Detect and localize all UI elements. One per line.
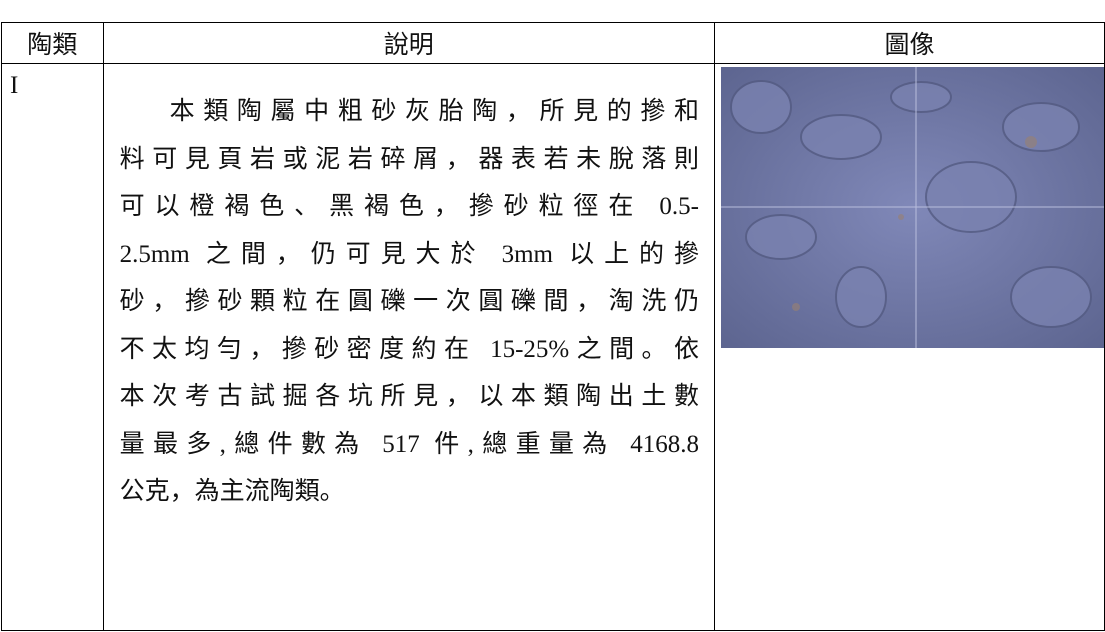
- description-line: 不太均勻，摻砂密度約在 15-25%之間。依: [119, 335, 699, 363]
- description-line: 本類陶屬中粗砂灰胎陶，所見的摻和: [169, 98, 699, 125]
- type-text: I: [10, 72, 19, 99]
- table: 陶類 說明 圖像 I 本類陶屬中粗砂灰胎陶，所見的摻和料可見頁岩或泥岩碎屑，器表…: [1, 22, 1105, 631]
- type-cell: I: [1, 63, 104, 631]
- header-row: 陶類 說明 圖像: [1, 22, 1105, 64]
- image-cell: [713, 63, 1105, 631]
- header-cell: 圖像: [713, 22, 1105, 64]
- description-line: 2.5mm 之間，仍可見大於 3mm 以上的摻: [119, 240, 699, 268]
- header-cell: 陶類: [1, 22, 104, 64]
- sherd-photo: [720, 67, 1104, 348]
- description-line: 量最多,總件數為 517 件,總重量為 4168.8: [119, 430, 699, 458]
- description-line: 本次考古試掘各坑所見，以本類陶出土數: [119, 383, 699, 410]
- description-line: 料可見頁岩或泥岩碎屑，器表若未脫落則: [119, 145, 699, 173]
- description-cell: 本類陶屬中粗砂灰胎陶，所見的摻和料可見頁岩或泥岩碎屑，器表若未脫落則 可以橙褐色、…: [102, 63, 715, 631]
- header-cell: 說明: [102, 22, 715, 64]
- description: 本類陶屬中粗砂灰胎陶，所見的摻和料可見頁岩或泥岩碎屑，器表若未脫落則 可以橙褐色、…: [104, 64, 714, 516]
- description-line: 公克，為主流陶類。: [119, 478, 345, 505]
- description-line: 砂，摻砂顆粒在圓礫一次圓礫間，淘洗仍: [119, 288, 699, 315]
- body-row: I 本類陶屬中粗砂灰胎陶，所見的摻和料可見頁岩或泥岩碎屑，器表若未脫落則 可以橙褐…: [1, 63, 1105, 631]
- description-line: 可以橙褐色、黑褐色，摻砂粒徑在 0.5-: [119, 193, 699, 220]
